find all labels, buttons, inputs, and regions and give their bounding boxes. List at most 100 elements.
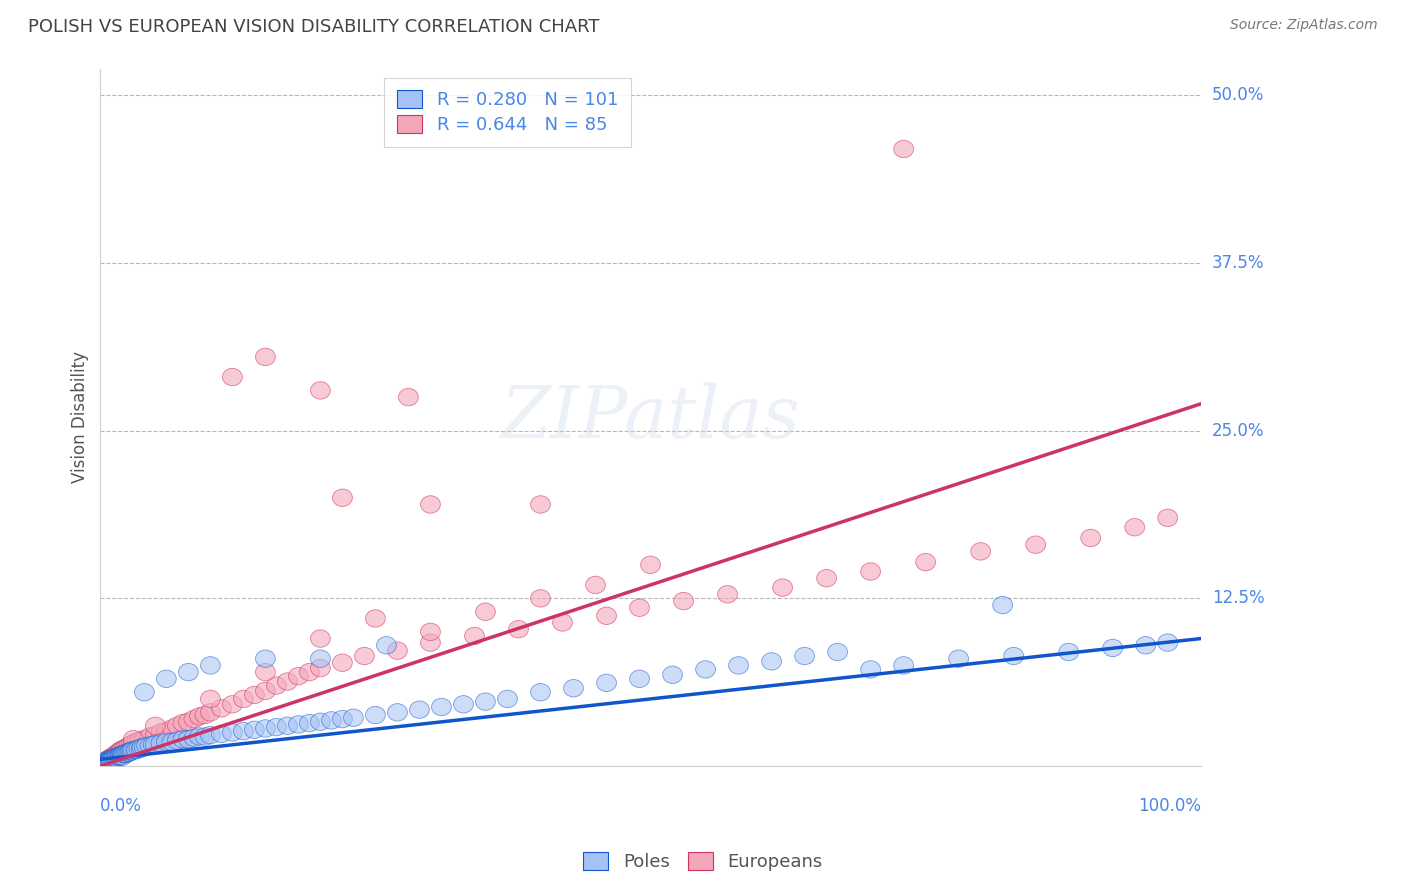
Ellipse shape: [222, 696, 242, 713]
Ellipse shape: [201, 690, 221, 707]
Ellipse shape: [1102, 640, 1122, 657]
Text: 12.5%: 12.5%: [1212, 590, 1264, 607]
Ellipse shape: [101, 749, 121, 767]
Ellipse shape: [343, 709, 363, 726]
Ellipse shape: [596, 674, 616, 691]
Ellipse shape: [288, 715, 308, 733]
Ellipse shape: [173, 731, 193, 747]
Ellipse shape: [98, 752, 118, 770]
Ellipse shape: [195, 706, 215, 723]
Ellipse shape: [454, 696, 474, 713]
Ellipse shape: [110, 747, 131, 764]
Ellipse shape: [104, 749, 124, 767]
Ellipse shape: [333, 654, 353, 672]
Ellipse shape: [211, 725, 232, 742]
Ellipse shape: [894, 140, 914, 158]
Ellipse shape: [1026, 536, 1046, 553]
Text: 50.0%: 50.0%: [1212, 87, 1264, 104]
Ellipse shape: [121, 736, 141, 753]
Ellipse shape: [233, 690, 253, 707]
Ellipse shape: [120, 737, 139, 755]
Ellipse shape: [96, 753, 115, 771]
Ellipse shape: [141, 728, 160, 745]
Ellipse shape: [915, 553, 935, 571]
Ellipse shape: [256, 720, 276, 737]
Ellipse shape: [111, 741, 131, 758]
Ellipse shape: [100, 753, 120, 771]
Text: Source: ZipAtlas.com: Source: ZipAtlas.com: [1230, 18, 1378, 32]
Ellipse shape: [860, 661, 880, 678]
Ellipse shape: [121, 742, 141, 760]
Ellipse shape: [993, 597, 1012, 614]
Ellipse shape: [131, 739, 150, 757]
Ellipse shape: [1157, 634, 1178, 651]
Ellipse shape: [195, 728, 215, 745]
Ellipse shape: [100, 750, 120, 768]
Ellipse shape: [108, 747, 128, 765]
Ellipse shape: [256, 682, 276, 699]
Ellipse shape: [112, 747, 132, 765]
Ellipse shape: [105, 747, 125, 764]
Ellipse shape: [125, 741, 145, 758]
Ellipse shape: [860, 563, 880, 580]
Ellipse shape: [135, 739, 155, 756]
Ellipse shape: [150, 723, 170, 741]
Text: ZIPatlas: ZIPatlas: [501, 382, 800, 452]
Ellipse shape: [366, 610, 385, 627]
Ellipse shape: [388, 642, 408, 659]
Ellipse shape: [103, 747, 122, 765]
Ellipse shape: [630, 599, 650, 616]
Ellipse shape: [184, 729, 204, 747]
Ellipse shape: [267, 718, 287, 736]
Ellipse shape: [388, 704, 408, 721]
Ellipse shape: [222, 723, 242, 741]
Ellipse shape: [115, 739, 135, 757]
Text: 0.0%: 0.0%: [100, 797, 142, 814]
Ellipse shape: [366, 706, 385, 723]
Ellipse shape: [101, 752, 121, 770]
Ellipse shape: [156, 670, 176, 688]
Ellipse shape: [105, 749, 125, 767]
Ellipse shape: [98, 753, 118, 771]
Ellipse shape: [108, 744, 128, 761]
Ellipse shape: [311, 659, 330, 677]
Ellipse shape: [299, 664, 319, 681]
Ellipse shape: [311, 382, 330, 399]
Ellipse shape: [150, 734, 170, 752]
Ellipse shape: [1081, 529, 1101, 547]
Ellipse shape: [173, 714, 193, 731]
Ellipse shape: [201, 726, 221, 744]
Ellipse shape: [120, 742, 141, 760]
Ellipse shape: [156, 723, 176, 739]
Ellipse shape: [97, 753, 117, 771]
Ellipse shape: [124, 741, 143, 758]
Ellipse shape: [530, 496, 550, 513]
Ellipse shape: [530, 683, 550, 701]
Ellipse shape: [112, 747, 132, 764]
Ellipse shape: [96, 752, 115, 770]
Ellipse shape: [98, 750, 118, 768]
Ellipse shape: [120, 744, 139, 761]
Ellipse shape: [118, 744, 138, 761]
Ellipse shape: [509, 621, 529, 638]
Ellipse shape: [277, 717, 297, 734]
Ellipse shape: [564, 680, 583, 697]
Ellipse shape: [267, 677, 287, 694]
Ellipse shape: [894, 657, 914, 674]
Legend: Poles, Europeans: Poles, Europeans: [576, 846, 830, 879]
Ellipse shape: [311, 630, 330, 648]
Ellipse shape: [167, 717, 187, 734]
Ellipse shape: [107, 749, 127, 767]
Ellipse shape: [114, 745, 134, 763]
Ellipse shape: [498, 690, 517, 707]
Ellipse shape: [97, 752, 117, 770]
Ellipse shape: [530, 590, 550, 607]
Ellipse shape: [245, 686, 264, 704]
Ellipse shape: [167, 731, 187, 749]
Ellipse shape: [107, 745, 127, 763]
Ellipse shape: [179, 731, 198, 747]
Ellipse shape: [475, 603, 495, 621]
Ellipse shape: [201, 657, 221, 674]
Ellipse shape: [115, 745, 135, 763]
Ellipse shape: [762, 653, 782, 670]
